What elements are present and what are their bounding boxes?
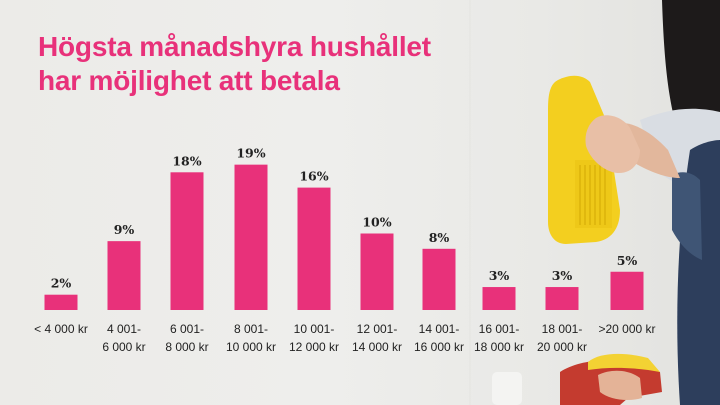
category-label-10-line-1: >20 000 kr	[598, 322, 655, 336]
value-label-6: 10%	[362, 215, 391, 230]
category-label-8-line-2: 18 000 kr	[474, 340, 524, 354]
category-label-6-line-1: 12 001-	[357, 322, 398, 336]
value-label-2: 9%	[114, 222, 135, 237]
bar-1	[44, 294, 78, 310]
category-label-2-line-2: 6 000 kr	[102, 340, 145, 354]
category-label-1-line-1: < 4 000 kr	[34, 322, 88, 336]
category-label-7-line-1: 14 001-	[419, 322, 460, 336]
category-label-2-line-1: 4 001-	[107, 322, 141, 336]
category-label-5-line-1: 10 001-	[294, 322, 335, 336]
category-label-4-line-2: 10 000 kr	[226, 340, 276, 354]
chart-title-line-2: har möjlighet att betala	[38, 65, 340, 96]
value-label-10: 5%	[617, 253, 638, 268]
value-label-9: 3%	[552, 268, 573, 283]
value-label-3: 18%	[172, 153, 201, 168]
category-label-4-line-1: 8 001-	[234, 322, 268, 336]
category-label-9-line-1: 18 001-	[542, 322, 583, 336]
value-label-1: 2%	[51, 276, 72, 291]
hand-graphic	[585, 115, 640, 174]
category-label-9-line-2: 20 000 kr	[537, 340, 587, 354]
bar-4	[234, 164, 268, 310]
category-label-3-line-2: 8 000 kr	[165, 340, 208, 354]
bar-3	[170, 172, 204, 310]
value-label-4: 19%	[236, 146, 265, 161]
category-label-5-line-2: 12 000 kr	[289, 340, 339, 354]
bar-5	[297, 187, 331, 310]
value-label-7: 8%	[429, 230, 450, 245]
chart-title: Högsta månadshyra hushållet har möjlighe…	[38, 30, 431, 98]
chart-title-line-1: Högsta månadshyra hushållet	[38, 31, 431, 62]
category-label-7-line-2: 16 000 kr	[414, 340, 464, 354]
bar-10	[610, 271, 644, 310]
bar-7	[422, 248, 456, 310]
value-label-8: 3%	[489, 268, 510, 283]
category-label-8-line-1: 16 001-	[479, 322, 520, 336]
category-label-3-line-1: 6 001-	[170, 322, 204, 336]
sponge-graphic	[588, 353, 660, 372]
collar-graphic	[672, 172, 702, 260]
bar-9	[545, 287, 579, 310]
value-label-5: 16%	[299, 169, 328, 184]
bar-2	[107, 241, 141, 310]
roller-graphic	[492, 372, 522, 405]
bar-8	[482, 287, 516, 310]
category-label-6-line-2: 14 000 kr	[352, 340, 402, 354]
bar-6	[360, 233, 394, 310]
